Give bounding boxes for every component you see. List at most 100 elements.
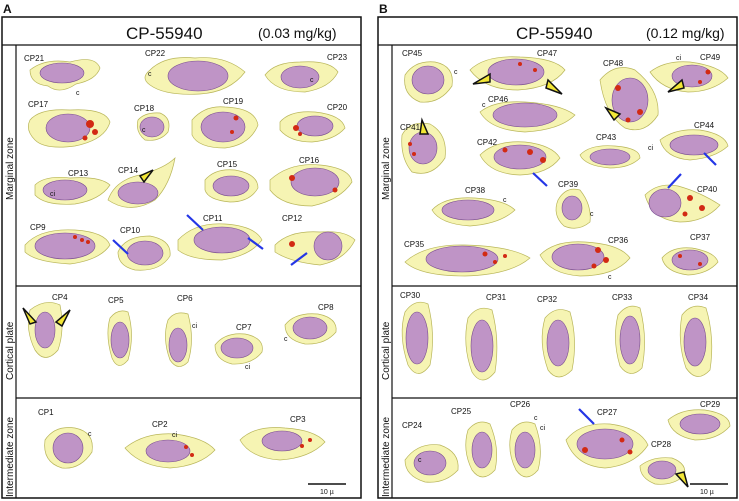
panel-a-zone-intermediate: Intermediate zone <box>5 417 16 497</box>
cell-cp14: CP14 <box>107 156 176 208</box>
cell-cp45: CP45 c <box>402 49 458 103</box>
svg-text:c: c <box>534 415 538 422</box>
label-cp38: CP38 <box>465 186 486 195</box>
panel-b-zone-intermediate: Intermediate zone <box>381 417 392 497</box>
cell-cp43: CP43 <box>579 133 641 169</box>
label-cp20: CP20 <box>327 103 348 112</box>
panel-a-scale-label: 10 µ <box>320 489 334 496</box>
cell-cp6: CP6 ci <box>165 294 198 367</box>
cell-cp9: CP9 <box>24 223 111 265</box>
cell-cp15: CP15 <box>204 160 259 203</box>
cell-cp27: CP27 <box>565 408 649 469</box>
cell-cp7: CP7 ci <box>214 323 263 371</box>
yellow-arrow-icon <box>674 471 689 488</box>
blue-arrow-icon <box>578 408 595 425</box>
label-cp13: CP13 <box>68 169 89 178</box>
cell-cp38: CP38 c <box>431 186 516 227</box>
yellow-arrow-icon <box>138 169 154 184</box>
label-cp27: CP27 <box>597 408 618 417</box>
label-cp2: CP2 <box>152 420 168 429</box>
label-cp19: CP19 <box>223 97 244 106</box>
svg-text:ci: ci <box>245 364 251 371</box>
panel-b-scale-label: 10 µ <box>700 489 714 496</box>
cell-cp36: CP36 c <box>539 236 631 281</box>
label-cp40: CP40 <box>697 185 718 194</box>
cell-cp19: CP19 <box>191 97 259 149</box>
cell-cp32: CP32 <box>537 295 575 378</box>
label-cp35: CP35 <box>404 240 425 249</box>
label-cp48: CP48 <box>603 59 624 68</box>
panel-b: CP-55940 (0.12 mg/kg) Marginal zone Cort… <box>377 16 738 499</box>
cell-cp2: CP2 ci <box>124 420 216 469</box>
label-cp8: CP8 <box>318 303 334 312</box>
svg-text:c: c <box>608 274 612 281</box>
cell-cp13: CP13 ci <box>34 169 111 205</box>
cell-cp22: CP22 c <box>144 49 246 95</box>
label-cp28: CP28 <box>651 440 672 449</box>
blue-arrow-icon <box>667 173 682 189</box>
label-cp9: CP9 <box>30 223 46 232</box>
yellow-arrow-icon <box>472 72 491 85</box>
cell-cp25: CP25 <box>451 407 497 478</box>
svg-text:ci: ci <box>172 432 178 439</box>
svg-text:c: c <box>590 211 594 218</box>
blue-arrow-icon <box>290 252 308 266</box>
svg-text:ci: ci <box>648 145 654 152</box>
cell-cp18: CP18 c <box>134 104 170 141</box>
label-cp45: CP45 <box>402 49 423 58</box>
panel-letter-b: B <box>379 2 388 16</box>
svg-text:ci: ci <box>676 55 682 62</box>
label-cp22: CP22 <box>145 49 166 58</box>
label-cp34: CP34 <box>688 293 709 302</box>
label-cp12: CP12 <box>282 214 303 223</box>
label-cp5: CP5 <box>108 296 124 305</box>
panel-b-title: CP-55940 <box>516 24 593 43</box>
cell-cp47: CP47 <box>469 49 566 95</box>
label-cp31: CP31 <box>486 293 507 302</box>
label-cp41: CP41 <box>400 123 421 132</box>
cell-cp31: CP31 <box>465 293 507 381</box>
blue-arrow-icon <box>703 152 717 166</box>
svg-text:c: c <box>310 77 314 84</box>
label-cp44: CP44 <box>694 121 715 130</box>
yellow-arrow-icon <box>419 117 430 135</box>
cell-cp48: CP48 <box>599 59 659 131</box>
label-cp16: CP16 <box>299 156 320 165</box>
label-cp15: CP15 <box>217 160 238 169</box>
cell-cp29: CP29 <box>667 400 731 441</box>
panel-b-zone-marginal: Marginal zone <box>381 137 392 200</box>
cell-cp5: CP5 <box>107 296 132 366</box>
label-cp46: CP46 <box>488 95 509 104</box>
panel-a-title: CP-55940 <box>126 24 203 43</box>
svg-text:c: c <box>418 457 422 464</box>
label-cp30: CP30 <box>400 291 421 300</box>
panel-a-zone-cortical: Cortical plate <box>5 321 16 380</box>
cell-cp39: CP39 c <box>555 180 594 229</box>
yellow-arrow-icon <box>667 78 685 93</box>
cell-cp10: CP10 <box>112 226 171 271</box>
cell-cp42: CP42 <box>477 138 561 187</box>
svg-text:c: c <box>503 197 507 204</box>
cell-cp4: CP4 <box>22 293 71 358</box>
label-cp10: CP10 <box>120 226 141 235</box>
panel-b-dose: (0.12 mg/kg) <box>646 25 725 41</box>
svg-text:c: c <box>76 90 80 97</box>
yellow-arrow-icon <box>603 106 622 122</box>
cell-cp40: CP40 <box>644 173 721 223</box>
svg-text:c: c <box>142 127 146 134</box>
blue-arrow-icon <box>186 214 204 231</box>
cell-cp37: CP37 <box>661 233 719 276</box>
svg-text:c: c <box>482 102 486 109</box>
label-cp17: CP17 <box>28 100 49 109</box>
cell-cp44: CP44 ci <box>648 121 729 166</box>
panel-b-frame <box>377 16 738 499</box>
panel-a-frame <box>1 16 362 499</box>
cell-cp20: CP20 <box>279 103 348 143</box>
label-cp1: CP1 <box>38 408 54 417</box>
label-cp23: CP23 <box>327 53 348 62</box>
cell-cp33: CP33 <box>612 293 645 374</box>
label-cp14: CP14 <box>118 166 139 175</box>
label-cp33: CP33 <box>612 293 633 302</box>
label-cp7: CP7 <box>236 323 252 332</box>
yellow-arrow-icon <box>22 307 38 325</box>
